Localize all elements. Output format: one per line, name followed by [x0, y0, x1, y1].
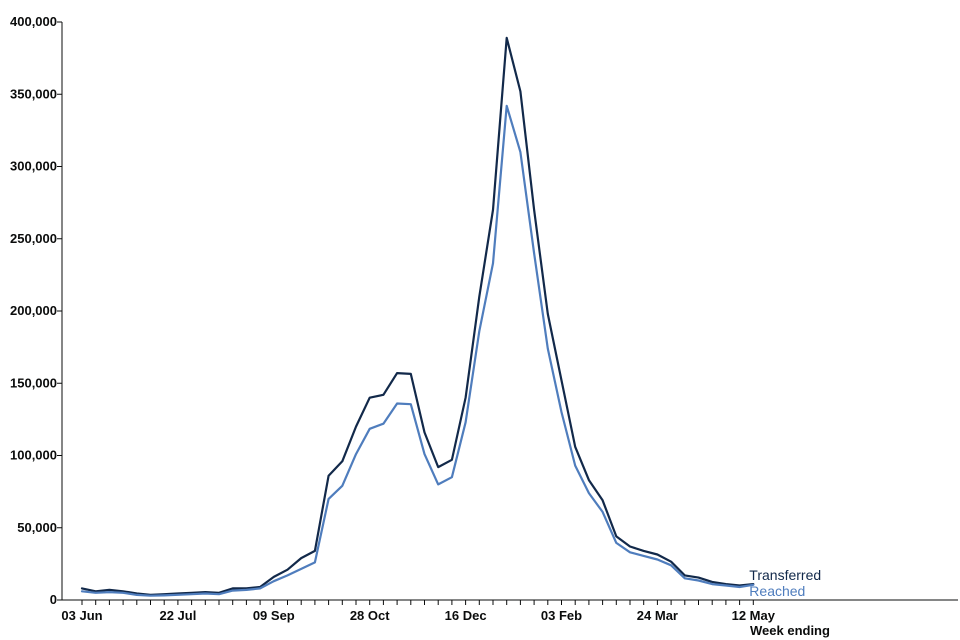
series-label-reached: Reached: [749, 583, 805, 599]
series-lines: [80, 36, 755, 597]
y-axis: 0 50,000 100,000 150,000 200,000 250,000 300,0…: [10, 14, 63, 607]
x-tick-label: 28 Oct: [350, 608, 390, 623]
y-tick-label: 50,000: [17, 520, 57, 535]
series-line-transferred: [80, 36, 755, 597]
x-tick-label: 22 Jul: [159, 608, 196, 623]
y-tick-label: 150,000: [10, 375, 57, 390]
x-tick-label: 03 Jun: [61, 608, 102, 623]
y-tick-label: 100,000: [10, 448, 57, 463]
x-tick-label: 12 May: [732, 608, 776, 623]
y-tick-label: 300,000: [10, 159, 57, 174]
x-tick-label: 03 Feb: [541, 608, 582, 623]
x-axis-title: Week ending: [750, 623, 830, 638]
x-tick-label: 09 Sep: [253, 608, 295, 623]
y-tick-label: 200,000: [10, 303, 57, 318]
series-line-reached: [80, 104, 755, 597]
y-tick-label: 250,000: [10, 231, 57, 246]
x-tick-label: 24 Mar: [637, 608, 678, 623]
x-tick-label: 16 Dec: [445, 608, 487, 623]
y-tick-label: 350,000: [10, 86, 57, 101]
series-label-transferred: Transferred: [749, 567, 821, 583]
y-tick-label: 400,000: [10, 14, 57, 29]
x-axis: 03 Jun 22 Jul 09 Sep 28 Oct 16 Dec 03 Feb 24 M…: [61, 599, 958, 623]
y-tick-label: 0: [50, 592, 57, 607]
